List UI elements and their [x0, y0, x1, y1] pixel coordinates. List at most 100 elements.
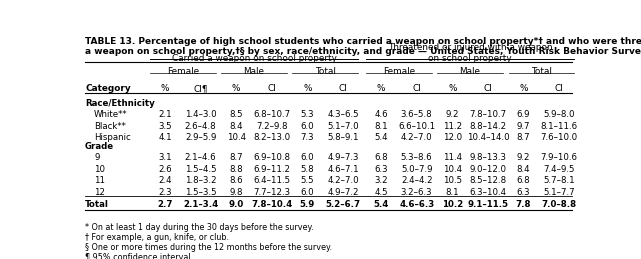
- Text: 4.9–7.2: 4.9–7.2: [328, 188, 359, 197]
- Text: White**: White**: [94, 110, 128, 119]
- Text: 3.5: 3.5: [158, 122, 172, 131]
- Text: 6.0: 6.0: [301, 122, 314, 131]
- Text: 8.8–14.2: 8.8–14.2: [469, 122, 506, 131]
- Text: 6.6–10.1: 6.6–10.1: [398, 122, 435, 131]
- Text: 4.3–6.5: 4.3–6.5: [327, 110, 359, 119]
- Text: 5.8–9.1: 5.8–9.1: [328, 133, 359, 142]
- Text: 2.9–5.9: 2.9–5.9: [185, 133, 216, 142]
- Text: 6.0: 6.0: [301, 153, 314, 162]
- Text: 8.4: 8.4: [229, 122, 243, 131]
- Text: 11.4: 11.4: [443, 153, 462, 162]
- Text: 6.3–10.4: 6.3–10.4: [469, 188, 506, 197]
- Text: 4.6–6.3: 4.6–6.3: [399, 200, 435, 209]
- Text: 5.9–8.0: 5.9–8.0: [544, 110, 575, 119]
- Text: 9.8: 9.8: [229, 188, 243, 197]
- Text: 4.2–7.0: 4.2–7.0: [327, 176, 359, 185]
- Text: 5.4: 5.4: [374, 133, 388, 142]
- Text: 9.0–12.0: 9.0–12.0: [469, 165, 506, 174]
- Text: 5.9: 5.9: [300, 200, 315, 209]
- Text: 2.4–4.2: 2.4–4.2: [401, 176, 433, 185]
- Text: 6.9: 6.9: [517, 110, 530, 119]
- Text: 5.5: 5.5: [301, 176, 314, 185]
- Text: 12.0: 12.0: [443, 133, 462, 142]
- Text: 2.1–3.4: 2.1–3.4: [183, 200, 218, 209]
- Text: 9.7: 9.7: [517, 122, 530, 131]
- Text: Male: Male: [244, 67, 265, 76]
- Text: 2.6–4.8: 2.6–4.8: [185, 122, 217, 131]
- Text: 5.1–7.7: 5.1–7.7: [544, 188, 575, 197]
- Text: 6.3: 6.3: [517, 188, 530, 197]
- Text: 7.6–10.0: 7.6–10.0: [540, 133, 578, 142]
- Text: 7.7–12.3: 7.7–12.3: [253, 188, 290, 197]
- Text: ¶ 95% confidence interval.: ¶ 95% confidence interval.: [85, 253, 193, 259]
- Text: 1.5–4.5: 1.5–4.5: [185, 165, 217, 174]
- Text: Category: Category: [85, 84, 131, 93]
- Text: 4.2–7.0: 4.2–7.0: [401, 133, 433, 142]
- Text: Female: Female: [167, 67, 199, 76]
- Text: Male: Male: [460, 67, 481, 76]
- Text: 7.2–9.8: 7.2–9.8: [256, 122, 288, 131]
- Text: Total: Total: [315, 67, 336, 76]
- Text: TABLE 13. Percentage of high school students who carried a weapon on school prop: TABLE 13. Percentage of high school stud…: [85, 37, 641, 56]
- Text: 10.2: 10.2: [442, 200, 463, 209]
- Text: 6.8–10.7: 6.8–10.7: [253, 110, 290, 119]
- Text: 4.5: 4.5: [374, 188, 388, 197]
- Text: 10.4: 10.4: [227, 133, 246, 142]
- Text: 6.3: 6.3: [374, 165, 388, 174]
- Text: 1.4–3.0: 1.4–3.0: [185, 110, 217, 119]
- Text: 4.1: 4.1: [158, 133, 172, 142]
- Text: 5.8: 5.8: [301, 165, 314, 174]
- Text: 6.9–11.2: 6.9–11.2: [253, 165, 290, 174]
- Text: 9: 9: [94, 153, 99, 162]
- Text: CI: CI: [483, 84, 492, 93]
- Text: 3.1: 3.1: [158, 153, 172, 162]
- Text: 5.1–7.0: 5.1–7.0: [327, 122, 359, 131]
- Text: CI: CI: [554, 84, 563, 93]
- Text: 5.4: 5.4: [374, 200, 389, 209]
- Text: 9.2: 9.2: [517, 153, 530, 162]
- Text: Total: Total: [531, 67, 552, 76]
- Text: 12: 12: [94, 188, 105, 197]
- Text: 8.6: 8.6: [229, 176, 243, 185]
- Text: 2.3: 2.3: [158, 188, 172, 197]
- Text: 11.2: 11.2: [443, 122, 462, 131]
- Text: 10.4: 10.4: [443, 165, 462, 174]
- Text: 3.6–5.8: 3.6–5.8: [401, 110, 433, 119]
- Text: 7.8–10.7: 7.8–10.7: [469, 110, 506, 119]
- Text: 5.3: 5.3: [301, 110, 314, 119]
- Text: 4.6: 4.6: [374, 110, 388, 119]
- Text: CI: CI: [267, 84, 276, 93]
- Text: 6.0: 6.0: [301, 188, 314, 197]
- Text: Race/Ethnicity: Race/Ethnicity: [85, 99, 155, 108]
- Text: 2.4: 2.4: [158, 176, 172, 185]
- Text: 8.7: 8.7: [229, 153, 243, 162]
- Text: Black**: Black**: [94, 122, 126, 131]
- Text: Carried a weapon on school property: Carried a weapon on school property: [172, 54, 337, 63]
- Text: 2.6: 2.6: [158, 165, 172, 174]
- Text: 6.4–11.5: 6.4–11.5: [253, 176, 290, 185]
- Text: 8.8: 8.8: [229, 165, 243, 174]
- Text: 11: 11: [94, 176, 105, 185]
- Text: 8.1–11.6: 8.1–11.6: [540, 122, 578, 131]
- Text: § One or more times during the 12 months before the survey.: § One or more times during the 12 months…: [85, 243, 332, 252]
- Text: 8.2–13.0: 8.2–13.0: [253, 133, 290, 142]
- Text: %: %: [161, 84, 169, 93]
- Text: 2.7: 2.7: [157, 200, 172, 209]
- Text: 7.8–10.4: 7.8–10.4: [251, 200, 292, 209]
- Text: * On at least 1 day during the 30 days before the survey.: * On at least 1 day during the 30 days b…: [85, 223, 313, 232]
- Text: 5.3–8.6: 5.3–8.6: [401, 153, 433, 162]
- Text: 8.1: 8.1: [445, 188, 459, 197]
- Text: 1.5–3.5: 1.5–3.5: [185, 188, 217, 197]
- Text: 8.7: 8.7: [517, 133, 530, 142]
- Text: Grade: Grade: [85, 142, 114, 151]
- Text: 8.5–12.8: 8.5–12.8: [469, 176, 506, 185]
- Text: 8.5: 8.5: [229, 110, 243, 119]
- Text: 7.4–9.5: 7.4–9.5: [544, 165, 575, 174]
- Text: 7.9–10.6: 7.9–10.6: [540, 153, 578, 162]
- Text: Total: Total: [85, 200, 109, 209]
- Text: Hispanic: Hispanic: [94, 133, 131, 142]
- Text: 10: 10: [94, 165, 105, 174]
- Text: 5.7–8.1: 5.7–8.1: [544, 176, 575, 185]
- Text: 2.1: 2.1: [158, 110, 172, 119]
- Text: 6.8: 6.8: [374, 153, 388, 162]
